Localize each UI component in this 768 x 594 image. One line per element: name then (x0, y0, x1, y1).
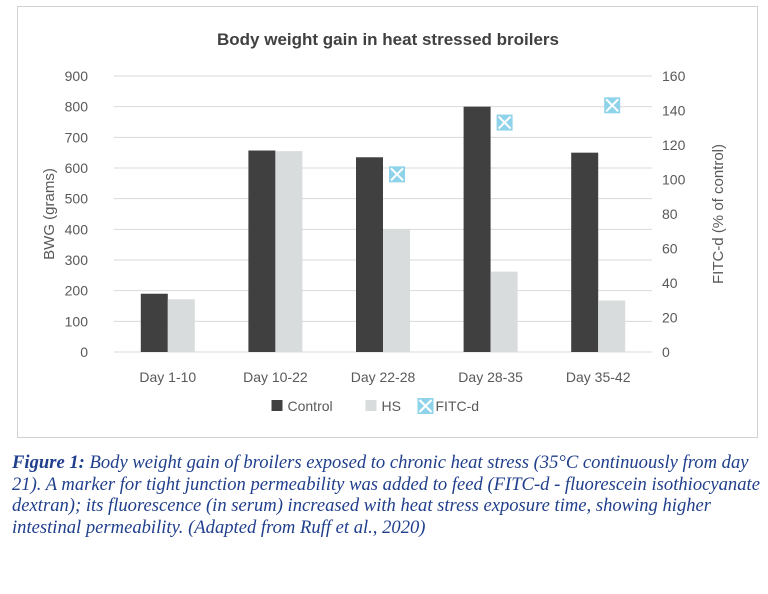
y-tick-label: 100 (65, 313, 89, 329)
y2-tick-label: 120 (662, 137, 686, 153)
y2-tick-label: 140 (662, 103, 686, 119)
bar-control (248, 150, 276, 352)
legend: Control HS FITC-d (271, 398, 480, 414)
y-tick-label: 400 (65, 221, 89, 237)
fitc-marker (417, 398, 434, 414)
caption-lead: Figure 1: (12, 452, 85, 473)
figure-caption: Figure 1: Body weight gain of broilers e… (12, 452, 760, 538)
y-axis-left: 0 100 200 300 400 500 600 700 800 900 (65, 68, 89, 360)
fitc-marker (604, 97, 621, 114)
y-tick-label: 0 (80, 344, 88, 360)
bar-hs (598, 300, 626, 352)
y2-tick-label: 160 (662, 68, 686, 84)
fitc-marker-cross (497, 115, 512, 130)
chart-panel: Body weight gain in heat stressed broile… (17, 6, 758, 438)
fitc-markers (389, 97, 621, 183)
fitc-marker (496, 114, 513, 131)
x-axis: Day 1-10 Day 10-22 Day 22-28 Day 28-35 Day 3… (139, 369, 630, 385)
bar-hs (490, 271, 518, 352)
fitc-marker-cross (390, 167, 404, 182)
y-tick-label: 200 (65, 283, 89, 299)
bar-hs (167, 299, 195, 352)
y-axis-label: BWG (grams) (41, 168, 58, 260)
y-axis-right: 0 20 40 60 80 100 120 140 160 (662, 68, 686, 360)
y-tick-label: 300 (65, 252, 89, 268)
x-tick-label: Day 22-28 (351, 369, 416, 385)
y-tick-label: 900 (65, 68, 89, 84)
fitc-marker (389, 166, 405, 183)
legend-swatch (271, 400, 283, 411)
y2-tick-label: 0 (662, 344, 670, 360)
y-tick-label: 500 (65, 191, 89, 207)
y2-axis-label: FITC-d (% of control) (710, 144, 727, 284)
bar-control (463, 106, 491, 353)
y-tick-label: 700 (65, 129, 89, 145)
y2-tick-label: 60 (662, 241, 678, 257)
bar-control (140, 293, 168, 352)
y2-tick-label: 40 (662, 275, 678, 291)
x-tick-label: Day 1-10 (139, 369, 196, 385)
y-tick-label: 800 (65, 99, 89, 115)
fitc-marker-cross (605, 98, 619, 113)
bar-hs (275, 151, 303, 352)
x-tick-label: Day 28-35 (458, 369, 523, 385)
caption-text: Body weight gain of broilers exposed to … (12, 452, 760, 538)
y2-tick-label: 20 (662, 310, 678, 326)
chart-title: Body weight gain in heat stressed broile… (217, 30, 559, 49)
x-tick-label: Day 35-42 (566, 369, 631, 385)
bar-control (356, 157, 383, 352)
fitc-marker-cross (418, 399, 433, 413)
legend-swatch (365, 400, 377, 411)
x-tick-label: Day 10-22 (243, 369, 308, 385)
chart: Body weight gain in heat stressed broile… (41, 30, 727, 414)
y2-tick-label: 80 (662, 206, 678, 222)
bars (140, 106, 626, 353)
legend-label: HS (382, 398, 401, 414)
legend-label: FITC-d (436, 398, 480, 414)
bar-hs (383, 229, 410, 352)
y2-tick-label: 100 (662, 172, 686, 188)
y-tick-label: 600 (65, 160, 89, 176)
legend-label: Control (288, 398, 333, 414)
bar-control (571, 152, 599, 352)
